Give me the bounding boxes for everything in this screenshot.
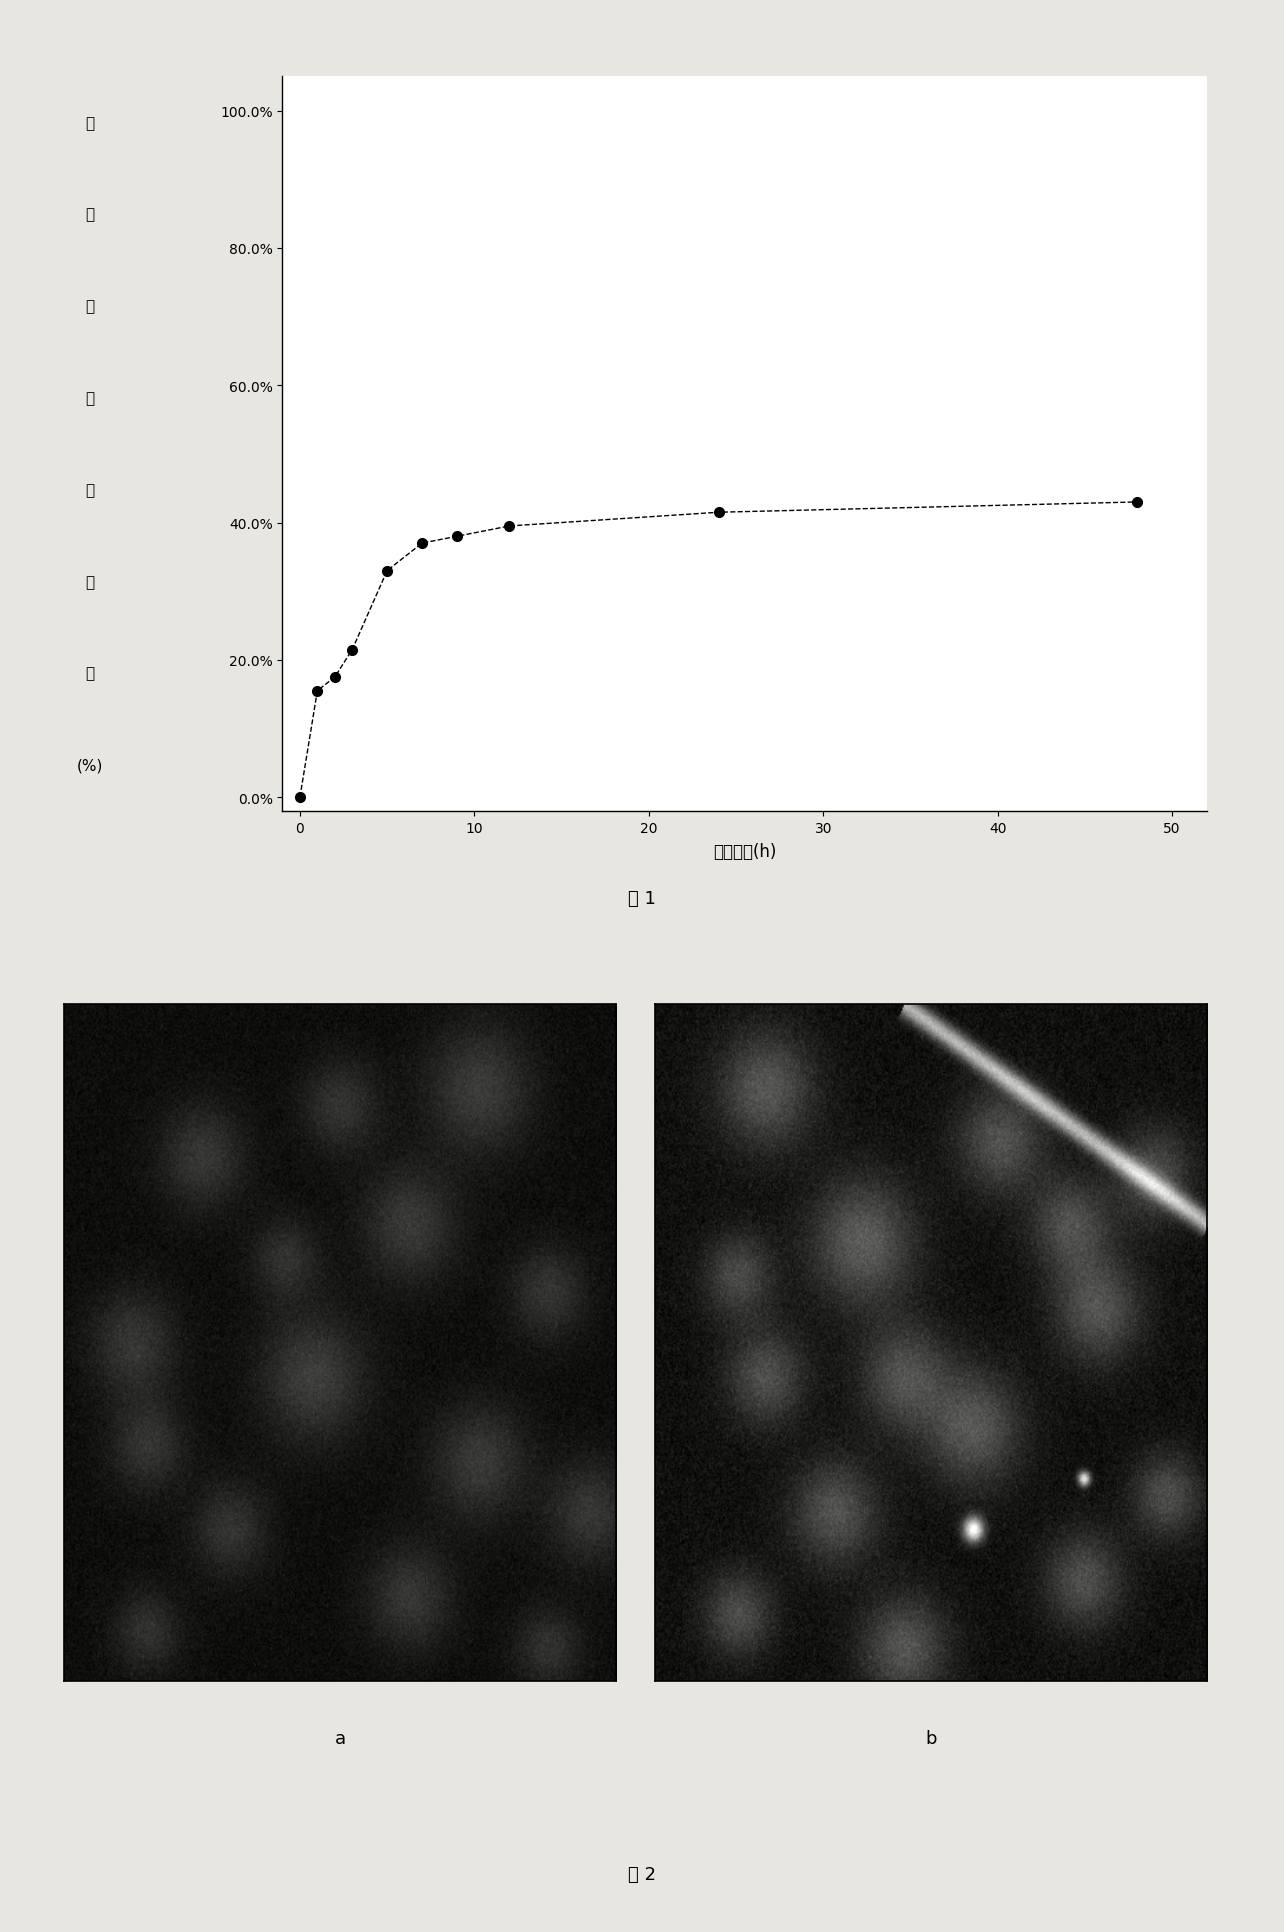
Text: (%): (%)	[77, 757, 103, 773]
X-axis label: 释放时间(h): 释放时间(h)	[713, 842, 777, 860]
Text: 积: 积	[85, 207, 95, 222]
Text: a: a	[335, 1729, 345, 1747]
Text: 图 2: 图 2	[628, 1864, 656, 1884]
Text: 图 1: 图 1	[628, 889, 656, 908]
Text: 分: 分	[85, 574, 95, 589]
Text: 放: 放	[85, 390, 95, 406]
Text: b: b	[926, 1729, 936, 1747]
Text: 累: 累	[85, 116, 95, 131]
Text: 比: 比	[85, 667, 95, 682]
Text: 百: 百	[85, 483, 95, 498]
Text: 释: 释	[85, 299, 95, 315]
